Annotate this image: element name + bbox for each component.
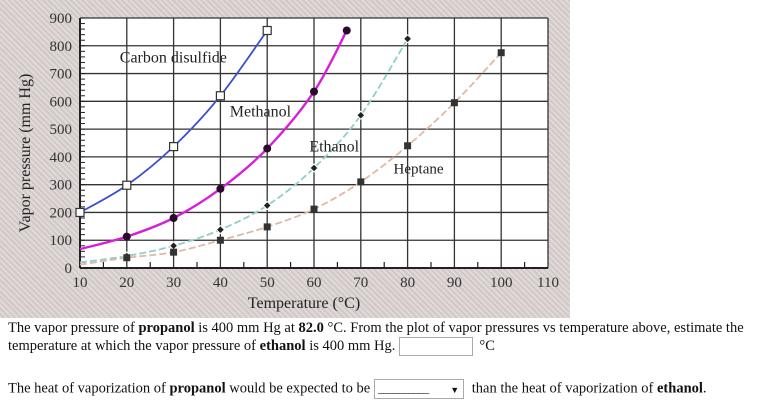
- data-point-marker: [215, 224, 226, 235]
- series-line-heptane: [79, 52, 502, 266]
- x-tick-label: 60: [307, 275, 322, 291]
- y-tick-label: 0: [65, 261, 73, 277]
- data-point-marker: [310, 205, 318, 213]
- x-tick-label: 30: [166, 275, 181, 291]
- data-point-marker: [263, 144, 272, 153]
- q2-ethanol: ethanol: [657, 380, 703, 397]
- data-point-marker: [497, 49, 505, 57]
- question-ethanol-temperature: The vapor pressure of propanol is 400 mm…: [8, 320, 773, 356]
- y-tick-label: 200: [50, 205, 73, 221]
- data-point-marker: [356, 110, 366, 120]
- x-tick-label: 100: [490, 275, 513, 291]
- data-point-marker: [122, 180, 132, 190]
- unit-label: °C: [479, 337, 495, 354]
- x-tick-label: 50: [260, 275, 275, 291]
- data-point-marker: [357, 178, 365, 186]
- data-point-marker: [262, 25, 272, 36]
- x-tick-label: 110: [537, 275, 559, 291]
- data-point-marker: [404, 142, 412, 150]
- q2-text: would be expected to be: [225, 380, 371, 397]
- data-point-marker: [215, 91, 225, 101]
- comparison-dropdown[interactable]: __________ ▼: [374, 379, 465, 399]
- data-point-marker: [402, 34, 413, 44]
- dropdown-value: __________: [378, 381, 429, 395]
- data-point-marker: [216, 236, 224, 244]
- data-point-marker: [75, 207, 85, 218]
- y-tick-label: 500: [50, 122, 73, 138]
- x-axis-label: Temperature (°C): [248, 295, 360, 312]
- chart-canvas: 10 20 30 40 50 60 70 80 90 100 110 0 100 200 300 400 500…: [17, 11, 559, 312]
- q1-temperature-value: 82.0: [298, 320, 324, 336]
- vapor-pressure-chart: 10 20 30 40 50 60 70 80 90 100 110 0 100 200 300 400 500…: [0, 0, 570, 318]
- data-point-marker: [216, 184, 225, 193]
- x-tick-label: 90: [447, 275, 462, 291]
- data-point-marker: [342, 26, 351, 35]
- data-point-marker: [309, 163, 319, 173]
- x-tick-label: 10: [73, 275, 88, 291]
- y-axis-label: Vapor pressure (mm Hg): [17, 74, 34, 233]
- data-point-marker: [123, 254, 131, 262]
- series-label: Carbon disulfide: [120, 49, 227, 66]
- x-tick-label: 70: [353, 275, 368, 291]
- x-tick-label: 20: [119, 275, 134, 291]
- y-tick-label: 900: [50, 11, 73, 27]
- q1-ethanol: ethanol: [259, 337, 306, 354]
- data-point-marker: [263, 223, 271, 231]
- x-tick-label: 80: [400, 275, 415, 291]
- q1-text: °C. From the plot of vapor pressures vs …: [8, 320, 744, 354]
- series-label: Methanol: [230, 104, 292, 121]
- q1-text: is 400 mm Hg.: [305, 337, 396, 354]
- data-point-marker: [450, 99, 458, 107]
- x-tick-label: 40: [213, 275, 228, 291]
- series-label: Ethanol: [309, 138, 359, 155]
- data-point-marker: [170, 248, 178, 256]
- q2-text: than the heat of vaporization of: [468, 380, 657, 397]
- q1-propanol: propanol: [138, 320, 195, 336]
- q2-text: The heat of vaporization of: [8, 380, 170, 397]
- q1-text: is 400 mm Hg at: [194, 320, 299, 336]
- temperature-answer-input[interactable]: [399, 337, 474, 356]
- data-point-marker: [262, 200, 272, 211]
- data-point-marker: [310, 87, 318, 96]
- dropdown-arrow-icon[interactable]: ▼: [450, 385, 460, 395]
- y-tick-label: 700: [50, 67, 73, 83]
- data-point-marker: [169, 142, 179, 152]
- q2-text: .: [702, 380, 707, 397]
- y-tick-label: 300: [50, 178, 73, 194]
- series-line-ethanol: [79, 38, 409, 264]
- y-tick-label: 800: [50, 39, 73, 55]
- q1-text: The vapor pressure of: [8, 320, 139, 336]
- data-point-marker: [122, 232, 131, 241]
- data-point-marker: [169, 214, 178, 222]
- y-tick-label: 400: [50, 150, 73, 166]
- question-heat-of-vaporization: The heat of vaporization of propanol wou…: [8, 379, 707, 399]
- q2-propanol: propanol: [169, 380, 226, 397]
- series-label: Heptane: [394, 162, 444, 178]
- y-tick-label: 100: [50, 233, 73, 249]
- y-tick-label: 600: [50, 94, 73, 110]
